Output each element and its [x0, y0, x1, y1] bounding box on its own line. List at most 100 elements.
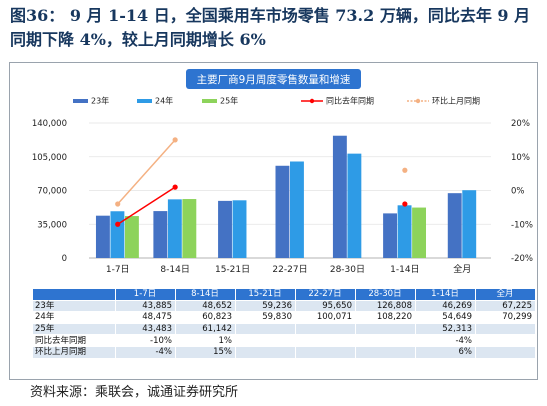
table-header-cell	[33, 289, 116, 301]
point-同比去年同期-1	[172, 184, 178, 190]
y-left-tick-2: 70,000	[37, 187, 67, 197]
table-cell	[235, 323, 296, 336]
x-tick-4: 28-30日	[330, 264, 365, 275]
chart-title: 主要厂商9月周度零售数量和增速	[197, 73, 351, 86]
table-header-row: 1-7日 8-14日 15-21日 22-27日 28-30日 1-14日 全月	[33, 289, 535, 301]
bar-23年-6	[447, 193, 462, 258]
data-table: 1-7日 8-14日 15-21日 22-27日 28-30日 1-14日 全月 23年 43,…	[33, 289, 535, 359]
y-left-tick-0: 0	[62, 254, 67, 264]
x-tick-0: 1-7日	[106, 264, 130, 275]
table-cell: 95,650	[295, 300, 356, 313]
table-header-cell: 1-7日	[115, 289, 176, 301]
bar-23年-2	[218, 200, 232, 258]
y-right-tick-0: -20%	[511, 254, 533, 264]
x-tick-2: 15-21日	[215, 264, 250, 275]
point-同比去年同期-5	[402, 201, 408, 207]
table-row: 23年 43,885 48,652 59,236 95,650 126,808 46,269…	[33, 300, 535, 313]
bar-24年-3	[290, 161, 304, 258]
table-cell: 6%	[415, 346, 476, 359]
source-note: 资料来源：乘联会，诚通证券研究所	[30, 385, 239, 400]
table-cell: 43,885	[115, 300, 176, 313]
table-cell: 100,071	[295, 311, 356, 324]
x-tick-5: 1-14日	[390, 264, 419, 275]
bar-23年-4	[332, 135, 347, 258]
legend-swatch-2	[202, 99, 217, 103]
bar-25年-5	[412, 207, 427, 258]
table-cell	[355, 323, 416, 336]
table-cell	[295, 346, 356, 359]
table-cell	[475, 346, 535, 359]
x-tick-6: 全月	[453, 263, 471, 275]
table-cell: 59,830	[235, 311, 296, 324]
table-cell: 48,475	[115, 311, 176, 324]
table-cell: 60,823	[175, 311, 236, 324]
table-cell	[475, 323, 535, 336]
table-header-cell: 22-27日	[295, 289, 356, 301]
table-cell: 70,299	[475, 311, 535, 324]
y-right-tick-2: 0%	[511, 187, 525, 197]
table-cell: 59,236	[235, 300, 296, 313]
chart-frame	[9, 62, 538, 380]
y-right-tick-1: -10%	[511, 220, 533, 230]
table-cell	[355, 346, 416, 359]
bar-24年-2	[232, 200, 247, 258]
chart-title-box	[186, 69, 361, 89]
table-row-label: 24年	[33, 311, 116, 324]
point-同比去年同期-0	[115, 221, 121, 227]
table-cell: -10%	[115, 334, 176, 347]
y-left-tick-1: 35,000	[37, 220, 67, 230]
table-row: 环比上月同期 -4% 15% 6%	[33, 346, 535, 359]
y-right-tick-3: 10%	[511, 153, 530, 163]
y-left-tick-4: 140,000	[32, 119, 67, 129]
table-cell: 126,808	[355, 300, 416, 313]
table-cell: 61,142	[175, 323, 236, 336]
table-cell: 54,649	[415, 311, 476, 324]
table-row-label: 同比去年同期	[33, 334, 116, 347]
legend-swatch-0	[73, 99, 88, 103]
table-cell: 1%	[175, 334, 236, 347]
legend-label-1: 24年	[155, 96, 173, 106]
table-header-cell: 全月	[475, 289, 535, 301]
table-header-cell: 8-14日	[175, 289, 236, 301]
table-cell: -4%	[115, 346, 176, 359]
table-row: 同比去年同期 -10% 1% -4%	[33, 334, 535, 347]
bar-24年-4	[347, 153, 362, 258]
table-cell: 46,269	[415, 300, 476, 313]
legend-swatch-1	[137, 99, 152, 103]
table-cell	[295, 323, 356, 336]
bar-24年-6	[462, 190, 477, 258]
bar-24年-1	[167, 199, 182, 258]
legend-label-2: 25年	[220, 96, 238, 106]
table-cell	[475, 334, 535, 347]
table-cell	[295, 334, 356, 347]
point-环比上月同期-0	[115, 201, 121, 207]
table-header-cell: 15-21日	[235, 289, 296, 301]
table-cell: 48,652	[175, 300, 236, 313]
x-tick-3: 22-27日	[272, 264, 307, 275]
bar-25年-1	[182, 199, 197, 258]
table-cell	[235, 346, 296, 359]
line-环比上月同期-seg-0	[117, 139, 176, 205]
y-right-tick-4: 20%	[511, 119, 530, 129]
table-row-label: 23年	[33, 300, 116, 313]
table-cell: -4%	[415, 334, 476, 347]
bar-24年-0	[110, 211, 125, 258]
bar-24年-5	[397, 205, 412, 258]
legend-label-3: 同比去年同期	[326, 96, 374, 106]
bar-23年-0	[95, 215, 110, 258]
table-cell: 67,225	[475, 300, 535, 313]
point-环比上月同期-5	[402, 167, 408, 173]
table-cell: 15%	[175, 346, 236, 359]
table-cell: 108,220	[355, 311, 416, 324]
table-row: 25年 43,483 61,142 52,313	[33, 323, 535, 336]
table-cell	[355, 334, 416, 347]
table-header-cell: 28-30日	[355, 289, 416, 301]
bar-23年-5	[383, 213, 398, 258]
legend-label-0: 23年	[91, 96, 109, 106]
table-cell: 52,313	[415, 323, 476, 336]
table-header-cell: 1-14日	[415, 289, 476, 301]
legend-marker-3	[309, 98, 315, 104]
table-cell: 43,483	[115, 323, 176, 336]
x-tick-1: 8-14日	[160, 264, 189, 275]
chart: 主要厂商9月周度零售数量和增速 23年 24年 25年 同比去年同期 环比上月同期 0 35,…	[32, 69, 533, 275]
